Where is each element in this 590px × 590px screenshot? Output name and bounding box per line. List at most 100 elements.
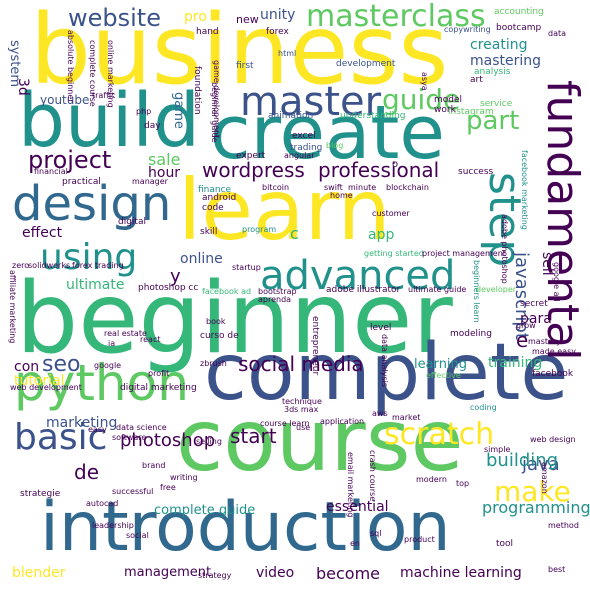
word: brand: [142, 461, 166, 470]
word: course learn: [260, 419, 310, 428]
word: become: [316, 564, 381, 583]
word: secret: [520, 299, 548, 309]
word: beginner guide: [210, 82, 219, 143]
word: accounting: [494, 7, 544, 17]
word: learning: [414, 357, 468, 372]
word: data science: [116, 423, 167, 432]
word: mastering: [470, 53, 542, 69]
word: business: [30, 0, 449, 106]
word: autocad: [86, 499, 119, 508]
word: java: [522, 454, 560, 475]
word: leadership: [92, 521, 134, 530]
word: seo: [42, 352, 81, 377]
word: adobe photoshop: [500, 214, 509, 284]
word: php: [136, 107, 152, 116]
word: manager: [132, 177, 168, 186]
word: youtube: [40, 93, 90, 107]
word: simple: [484, 445, 511, 454]
word: asya: [420, 72, 429, 91]
word: game development: [212, 60, 221, 139]
word: online: [180, 251, 223, 267]
word: product: [404, 535, 435, 544]
word: entrepreneur: [310, 316, 320, 376]
word: development: [336, 59, 396, 69]
word: make: [494, 475, 571, 508]
word: using: [40, 237, 138, 278]
word: bootcamp: [496, 23, 542, 33]
word: financial: [34, 167, 68, 176]
word: sql: [370, 529, 382, 538]
word: website: [68, 4, 161, 32]
word: facebook marketing: [520, 150, 529, 230]
word: trading: [290, 143, 323, 153]
word: hand: [196, 27, 219, 37]
word: successful: [112, 487, 154, 496]
word: sale: [148, 150, 181, 169]
word: y: [170, 266, 181, 287]
word: bootstrap: [258, 287, 297, 296]
word: aws: [372, 409, 388, 418]
word: google ad: [552, 262, 561, 302]
word: management: [124, 565, 212, 580]
word: traffic: [92, 91, 116, 100]
word: service: [480, 99, 513, 109]
word: expert: [236, 151, 266, 161]
word: 3ds max: [284, 405, 319, 414]
word: best: [548, 565, 566, 574]
word: react: [140, 335, 161, 344]
word: professional: [318, 158, 440, 182]
word: complete guide: [154, 503, 256, 518]
word: modeling: [450, 329, 492, 339]
word: master: [240, 79, 382, 125]
word: use: [296, 423, 311, 432]
word: android: [202, 193, 237, 203]
word: absolute beginner: [66, 30, 75, 103]
word: web design: [530, 435, 576, 444]
word: strategie: [20, 489, 61, 499]
word: design: [12, 176, 172, 232]
word: beginners learn: [472, 260, 481, 323]
word: guide: [382, 83, 461, 116]
word: mastery: [528, 337, 561, 346]
word: coding: [470, 403, 497, 412]
word: javascript: [511, 252, 532, 340]
word: adobe illustrator: [326, 285, 401, 295]
word: learn: [178, 161, 391, 259]
word: zbrush: [200, 359, 227, 368]
word: top: [456, 479, 470, 488]
word: zero: [12, 261, 30, 270]
word: build: [18, 78, 200, 164]
word: animation: [268, 111, 314, 121]
word: copywriting: [444, 25, 491, 34]
word: made easy: [532, 347, 576, 356]
word: game: [171, 92, 186, 129]
word: customer: [372, 209, 410, 218]
word: building: [486, 450, 559, 471]
word: software: [112, 433, 147, 442]
word: part: [466, 106, 520, 136]
word: facebook: [532, 369, 574, 379]
word: beginner: [16, 262, 453, 376]
word: unity: [260, 7, 296, 23]
word: blog: [326, 141, 344, 150]
word: wordpress: [202, 158, 305, 182]
word: course: [176, 391, 464, 491]
word: data analysis: [380, 334, 389, 387]
word: grow: [516, 321, 536, 330]
word: ia: [108, 339, 116, 348]
word: crash course: [368, 450, 377, 502]
word: effective: [426, 371, 461, 380]
word: machine learning: [400, 565, 522, 581]
word: profit: [148, 369, 170, 378]
word: app: [368, 227, 395, 243]
word: essential: [326, 499, 389, 515]
word: effect: [22, 225, 63, 241]
word: practical: [62, 177, 101, 187]
word: hour: [148, 165, 181, 181]
word: amazon: [540, 462, 549, 494]
word: foundation: [192, 66, 202, 115]
word: step: [479, 172, 530, 268]
word: fundamental: [537, 80, 588, 361]
word: social media: [238, 352, 364, 376]
word: startup: [232, 263, 261, 272]
